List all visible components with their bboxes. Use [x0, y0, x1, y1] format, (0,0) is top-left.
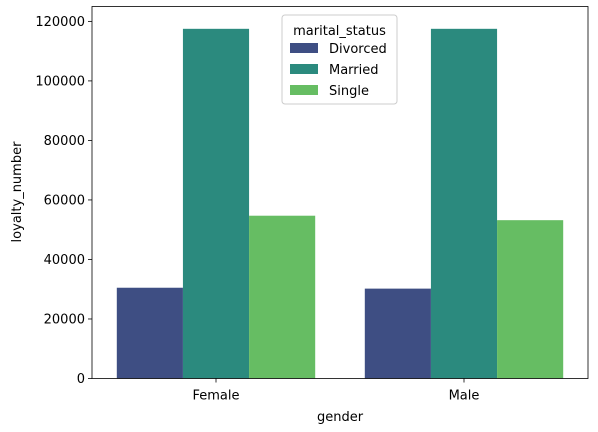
x-axis: Female Male [192, 378, 480, 404]
bar-married-male [430, 28, 498, 379]
bars-group [116, 28, 564, 379]
legend-label-divorced: Divorced [329, 42, 387, 57]
bar-single-male [497, 220, 564, 379]
x-axis-label: gender [317, 410, 364, 425]
plot-frame [91, 6, 589, 379]
legend-items: Divorced Married Single [290, 42, 387, 99]
y-tick-label: 120000 [35, 15, 85, 30]
y-tick-label: 20000 [44, 312, 85, 327]
legend-swatch-divorced [290, 43, 318, 53]
bar-married-female [182, 28, 250, 379]
x-tick-label: Female [192, 389, 239, 404]
legend-label-married: Married [329, 63, 379, 78]
legend: marital_status Divorced Married Single [281, 14, 398, 105]
legend-title: marital_status [293, 24, 386, 39]
y-tick-label: 60000 [44, 193, 85, 208]
legend-swatch-single [290, 85, 318, 95]
legend-label-single: Single [329, 84, 369, 99]
y-tick-label: 0 [77, 372, 85, 387]
y-tick-label: 40000 [44, 253, 85, 268]
legend-box [281, 14, 398, 105]
bar-divorced-male [364, 288, 431, 379]
bar-single-female [249, 215, 316, 379]
bar-divorced-female [116, 287, 183, 379]
legend-swatch-married [290, 64, 318, 74]
y-axis: 0 20000 40000 60000 80000 100000 120000 [35, 15, 92, 387]
y-axis-label: loyalty_number [10, 141, 25, 243]
y-tick-label: 100000 [35, 74, 85, 89]
x-tick-label: Male [449, 389, 480, 404]
y-tick-label: 80000 [44, 134, 85, 149]
